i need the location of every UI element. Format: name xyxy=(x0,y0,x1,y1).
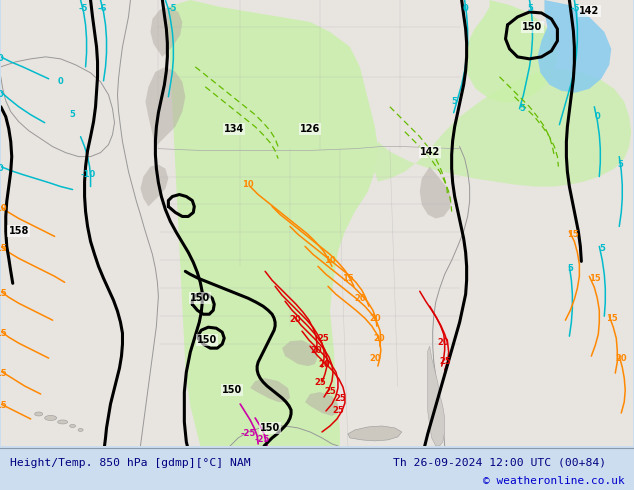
Text: 0: 0 xyxy=(463,4,469,14)
Text: 5: 5 xyxy=(567,264,573,273)
Text: © weatheronline.co.uk: © weatheronline.co.uk xyxy=(482,476,624,486)
Text: 142: 142 xyxy=(420,147,440,157)
Text: 15: 15 xyxy=(567,230,579,239)
Polygon shape xyxy=(282,340,318,366)
Text: 20: 20 xyxy=(437,338,448,346)
Text: 5: 5 xyxy=(599,244,605,253)
Text: 10: 10 xyxy=(0,204,6,213)
Text: 15: 15 xyxy=(0,329,6,338)
Text: 0: 0 xyxy=(0,164,4,173)
Text: 25: 25 xyxy=(324,387,336,395)
Text: 5: 5 xyxy=(451,97,458,106)
Text: 134: 134 xyxy=(224,123,244,134)
Text: -5: -5 xyxy=(571,4,580,14)
Text: 20: 20 xyxy=(369,354,380,363)
Text: 10: 10 xyxy=(324,256,336,265)
Text: 15: 15 xyxy=(606,314,618,323)
Text: Height/Temp. 850 hPa [gdmp][°C] NAM: Height/Temp. 850 hPa [gdmp][°C] NAM xyxy=(10,458,250,467)
Text: 20: 20 xyxy=(318,360,330,368)
Polygon shape xyxy=(428,346,444,446)
Polygon shape xyxy=(348,426,402,441)
Text: 5: 5 xyxy=(70,110,75,119)
Text: 158: 158 xyxy=(8,226,29,237)
Text: -6: -6 xyxy=(98,4,107,14)
Text: -5: -5 xyxy=(79,4,88,14)
Text: 10: 10 xyxy=(242,180,254,189)
Text: 5: 5 xyxy=(519,104,526,113)
Text: -5: -5 xyxy=(167,4,177,14)
Text: -10: -10 xyxy=(81,170,96,179)
Polygon shape xyxy=(250,378,290,402)
Text: 0: 0 xyxy=(0,54,4,63)
Polygon shape xyxy=(167,0,378,446)
Text: 25: 25 xyxy=(440,357,451,366)
Text: -25: -25 xyxy=(240,429,256,439)
Text: 15: 15 xyxy=(0,368,6,378)
Text: Th 26-09-2024 12:00 UTC (00+84): Th 26-09-2024 12:00 UTC (00+84) xyxy=(393,458,606,467)
Polygon shape xyxy=(150,7,183,57)
Ellipse shape xyxy=(35,412,42,416)
Text: -25: -25 xyxy=(254,436,270,444)
Text: 5: 5 xyxy=(527,4,533,14)
Text: 15: 15 xyxy=(0,401,6,411)
Text: 20: 20 xyxy=(289,315,301,324)
Text: 20: 20 xyxy=(369,314,380,323)
Ellipse shape xyxy=(44,416,56,420)
Text: 15: 15 xyxy=(0,289,6,298)
Text: 126: 126 xyxy=(300,123,320,134)
Text: 150: 150 xyxy=(222,385,242,395)
Polygon shape xyxy=(145,67,185,147)
Text: 20: 20 xyxy=(373,334,385,343)
Text: 25: 25 xyxy=(314,378,326,387)
Polygon shape xyxy=(538,0,611,93)
Text: 0: 0 xyxy=(595,112,600,121)
Text: 0: 0 xyxy=(58,77,63,86)
Text: 150: 150 xyxy=(197,335,217,345)
Text: 150: 150 xyxy=(522,22,543,32)
Text: 20: 20 xyxy=(310,345,322,355)
Ellipse shape xyxy=(78,428,83,431)
Polygon shape xyxy=(375,69,631,187)
Text: 15: 15 xyxy=(0,244,6,253)
Text: 25: 25 xyxy=(334,393,346,402)
Text: 0: 0 xyxy=(0,90,4,99)
Text: 5: 5 xyxy=(618,160,623,169)
Text: 15: 15 xyxy=(590,274,601,283)
Text: 150: 150 xyxy=(190,293,210,303)
Text: 150: 150 xyxy=(260,423,280,433)
Polygon shape xyxy=(141,165,169,206)
Ellipse shape xyxy=(58,420,68,424)
Text: 142: 142 xyxy=(579,6,600,16)
Polygon shape xyxy=(420,167,451,219)
Text: 25: 25 xyxy=(332,407,344,416)
Ellipse shape xyxy=(70,424,75,427)
Text: 20: 20 xyxy=(616,354,627,363)
Polygon shape xyxy=(465,0,557,103)
Text: 15: 15 xyxy=(342,274,354,283)
Text: 25: 25 xyxy=(317,334,329,343)
Polygon shape xyxy=(305,392,338,416)
Text: 20: 20 xyxy=(354,294,366,303)
